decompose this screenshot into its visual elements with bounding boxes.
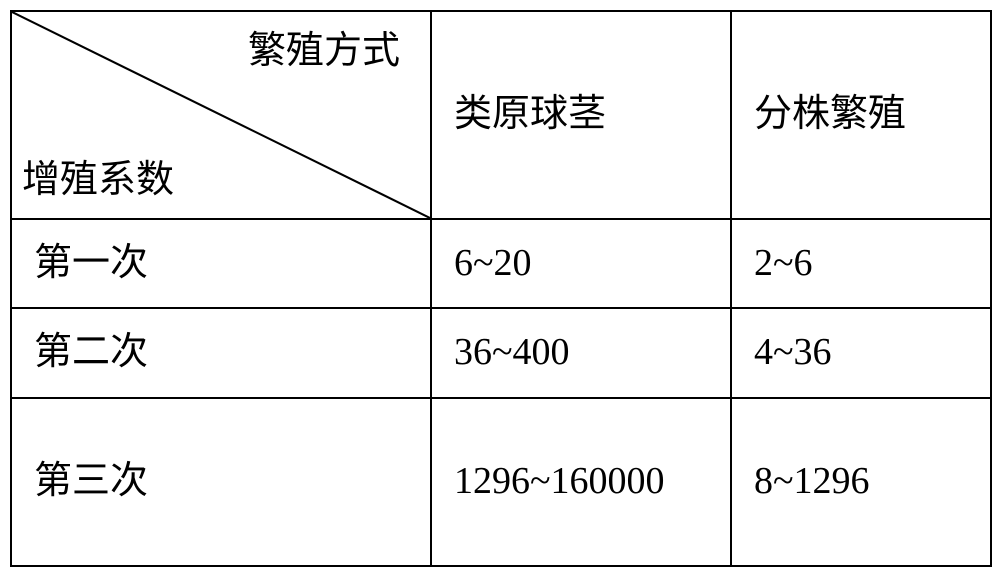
table-container: 繁殖方式 增殖系数 类原球茎 分株繁殖 第一次 6~20 2~6 第二次 36~… <box>0 0 1000 524</box>
row-label: 第一次 <box>11 219 431 308</box>
cell-value: 6~20 <box>431 219 731 308</box>
table-row: 第三次 1296~160000 8~1296 <box>11 398 991 566</box>
cell-value: 8~1296 <box>731 398 991 566</box>
cell-value: 2~6 <box>731 219 991 308</box>
header-top-label: 繁殖方式 <box>248 26 400 77</box>
table-row: 第二次 36~400 4~36 <box>11 308 991 397</box>
column-header-plb: 类原球茎 <box>431 11 731 219</box>
diagonal-header-cell: 繁殖方式 增殖系数 <box>11 11 431 219</box>
row-label: 第三次 <box>11 398 431 566</box>
header-row: 繁殖方式 增殖系数 类原球茎 分株繁殖 <box>11 11 991 219</box>
cell-value: 1296~160000 <box>431 398 731 566</box>
header-bottom-label: 增殖系数 <box>22 155 174 206</box>
column-header-division: 分株繁殖 <box>731 11 991 219</box>
row-label: 第二次 <box>11 308 431 397</box>
table-row: 第一次 6~20 2~6 <box>11 219 991 308</box>
cell-value: 36~400 <box>431 308 731 397</box>
propagation-table: 繁殖方式 增殖系数 类原球茎 分株繁殖 第一次 6~20 2~6 第二次 36~… <box>10 10 992 567</box>
cell-value: 4~36 <box>731 308 991 397</box>
